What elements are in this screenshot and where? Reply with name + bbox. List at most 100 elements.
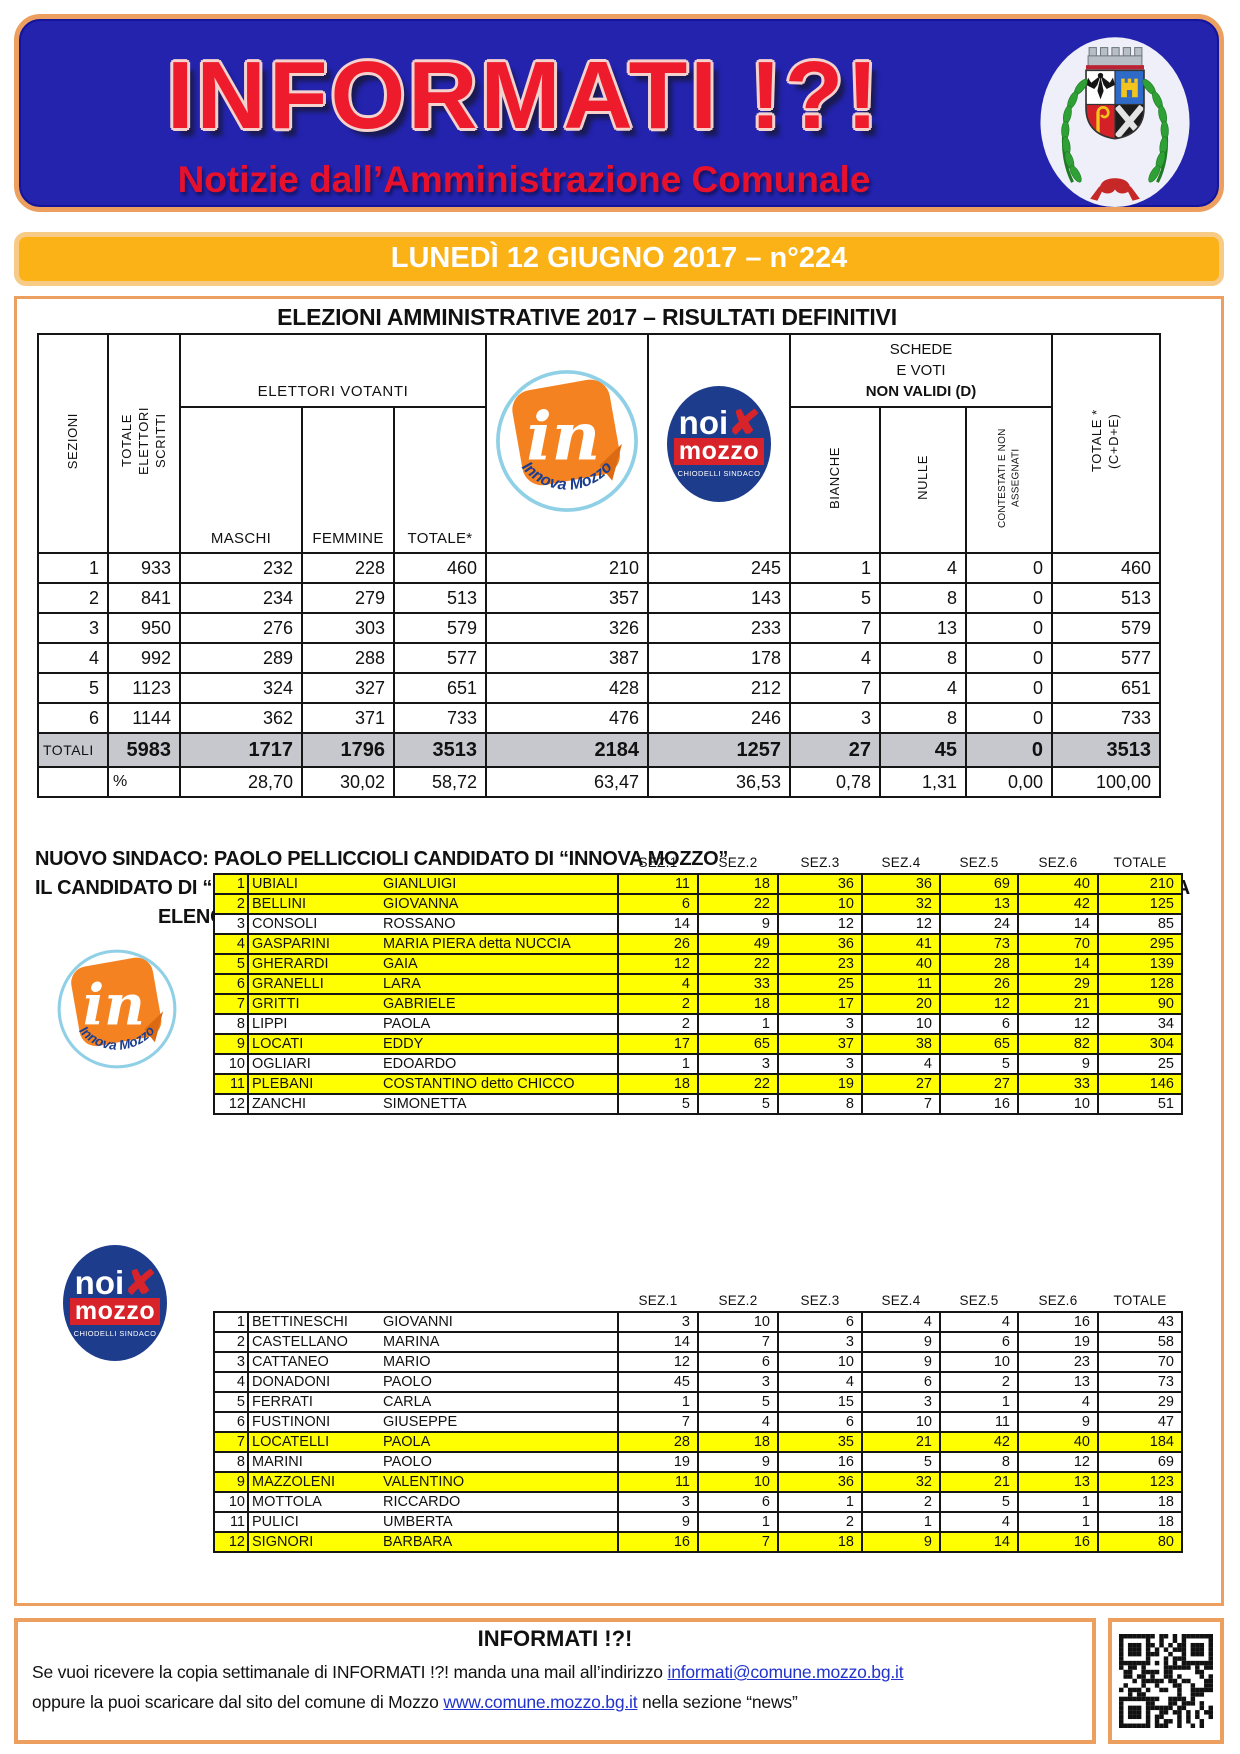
candidate-given-name: PAOLA	[380, 1431, 619, 1453]
candidate-row-elected: 7 GRITTI GABRIELE 2 18 17 20 12 21 90	[213, 993, 1183, 1015]
results-cell: 178	[647, 642, 791, 674]
pref-col-header: SEZ.2	[718, 1293, 758, 1308]
votes-cell: 3	[617, 1491, 699, 1513]
votes-total-cell: 146	[1097, 1073, 1183, 1095]
candidate-row: 4 DONADONI PAOLO 45 3 4 6 2 13 73	[213, 1371, 1183, 1393]
votes-total-cell: 184	[1097, 1431, 1183, 1453]
email-link[interactable]: informati@comune.mozzo.bg.it	[667, 1662, 904, 1682]
issue-date: LUNEDÌ 12 GIUGNO 2017 – n°224	[390, 242, 848, 274]
results-cell: 228	[301, 552, 395, 584]
empty-cell	[37, 766, 109, 798]
votes-cell: 19	[777, 1073, 863, 1095]
votes-cell: 3	[777, 1053, 863, 1075]
votes-cell: 4	[861, 1311, 941, 1333]
candidate-row-elected: 12 SIGNORI BARBARA 16 7 18 9 14 16 80	[213, 1531, 1183, 1553]
candidate-row-elected: 9 LOCATI EDDY 17 65 37 38 65 82 304	[213, 1033, 1183, 1055]
votes-cell: 27	[939, 1073, 1019, 1095]
votes-cell: 14	[617, 913, 699, 935]
votes-cell: 12	[939, 993, 1019, 1015]
votes-cell: 11	[939, 1411, 1019, 1433]
totals-cell: 45	[879, 732, 967, 768]
results-cell: 0	[965, 612, 1053, 644]
announcement-new-mayor: NUOVO SINDACO: PAOLO PELLICCIOLI CANDIDA…	[35, 848, 729, 870]
candidate-surname: PLEBANI	[247, 1073, 380, 1095]
votes-cell: 29	[1017, 973, 1099, 995]
votes-total-cell: 304	[1097, 1033, 1183, 1055]
results-cell: 7	[789, 672, 881, 704]
votes-cell: 4	[777, 1371, 863, 1393]
candidate-surname: BELLINI	[247, 893, 380, 915]
results-cell: 1144	[107, 702, 181, 734]
group-header-elettori-votanti: ELETTORI VOTANTI	[179, 333, 487, 408]
votes-cell: 9	[1017, 1411, 1099, 1433]
candidate-surname: BETTINESCHI	[247, 1311, 380, 1333]
pref-header-row: SEZ.1 SEZ.2 SEZ.3 SEZ.4 SEZ.5 SEZ.6 TOTALE	[214, 1293, 1182, 1312]
votes-cell: 8	[777, 1093, 863, 1115]
votes-cell: 6	[939, 1013, 1019, 1035]
votes-cell: 21	[939, 1471, 1019, 1493]
noi-word: noi	[74, 1263, 125, 1301]
votes-cell: 16	[939, 1093, 1019, 1115]
votes-cell: 69	[939, 873, 1019, 895]
votes-cell: 3	[697, 1371, 779, 1393]
votes-cell: 1	[1017, 1491, 1099, 1513]
col-header-maschi: MASCHI	[179, 406, 303, 554]
results-cell: 245	[647, 552, 791, 584]
votes-cell: 2	[617, 1013, 699, 1035]
candidate-row: 8 MARINI PAOLO 19 9 16 5 8 12 69	[213, 1451, 1183, 1473]
votes-cell: 11	[617, 1471, 699, 1493]
website-link[interactable]: www.comune.mozzo.bg.it	[443, 1692, 638, 1712]
votes-cell: 7	[861, 1093, 941, 1115]
pref-col-header: SEZ.5	[959, 855, 999, 870]
pref-col-header: SEZ.6	[1038, 855, 1078, 870]
candidate-given-name: PAOLO	[380, 1371, 619, 1393]
votes-cell: 4	[939, 1311, 1019, 1333]
totals-cell: 27	[789, 732, 881, 768]
candidate-surname: GHERARDI	[247, 953, 380, 975]
votes-cell: 3	[777, 1013, 863, 1035]
votes-cell: 16	[777, 1451, 863, 1473]
votes-cell: 73	[939, 933, 1019, 955]
results-cell: 513	[1051, 582, 1161, 614]
votes-cell: 36	[777, 1471, 863, 1493]
candidate-surname: LOCATI	[247, 1033, 380, 1055]
pref-col-header: SEZ.5	[959, 1293, 999, 1308]
results-cell: 279	[301, 582, 395, 614]
votes-cell: 6	[617, 893, 699, 915]
votes-cell: 10	[861, 1411, 941, 1433]
votes-cell: 6	[697, 1491, 779, 1513]
results-cell: 212	[647, 672, 791, 704]
candidate-given-name: UMBERTA	[380, 1511, 619, 1533]
candidate-surname: MAZZOLENI	[247, 1471, 380, 1493]
innova-mozzo-section-logo: in Innova Mozzo	[55, 947, 179, 1076]
candidate-number: 12	[213, 1531, 249, 1553]
candidate-number: 5	[213, 953, 249, 975]
totals-cell: 5983	[107, 732, 181, 768]
votes-cell: 12	[777, 913, 863, 935]
totals-cell: 3513	[393, 732, 487, 768]
percent-cell: 0,78	[789, 766, 881, 798]
candidate-surname: FERRATI	[247, 1391, 380, 1413]
votes-cell: 65	[939, 1033, 1019, 1055]
votes-cell: 20	[861, 993, 941, 1015]
candidate-surname: CASTELLANO	[247, 1331, 380, 1353]
results-cell: 13	[879, 612, 967, 644]
svg-text:in: in	[526, 397, 600, 476]
votes-cell: 26	[617, 933, 699, 955]
votes-total-cell: 34	[1097, 1013, 1183, 1035]
candidate-number: 10	[213, 1491, 249, 1513]
votes-total-cell: 210	[1097, 873, 1183, 895]
votes-cell: 12	[617, 1351, 699, 1373]
results-cell: 3	[789, 702, 881, 734]
votes-cell: 5	[861, 1451, 941, 1473]
candidate-row-elected: 11 PLEBANI COSTANTINO detto CHICCO 18 22 19 27…	[213, 1073, 1183, 1095]
candidate-given-name: PAOLO	[380, 1451, 619, 1473]
votes-cell: 6	[697, 1351, 779, 1373]
votes-cell: 22	[697, 953, 779, 975]
votes-cell: 3	[777, 1331, 863, 1353]
votes-cell: 40	[861, 953, 941, 975]
results-cell: 210	[485, 552, 649, 584]
col-header-totale-cde: TOTALE * (C+D+E)	[1051, 333, 1161, 554]
ballot-x-icon: ✘	[123, 1260, 158, 1304]
candidate-surname: GRITTI	[247, 993, 380, 1015]
